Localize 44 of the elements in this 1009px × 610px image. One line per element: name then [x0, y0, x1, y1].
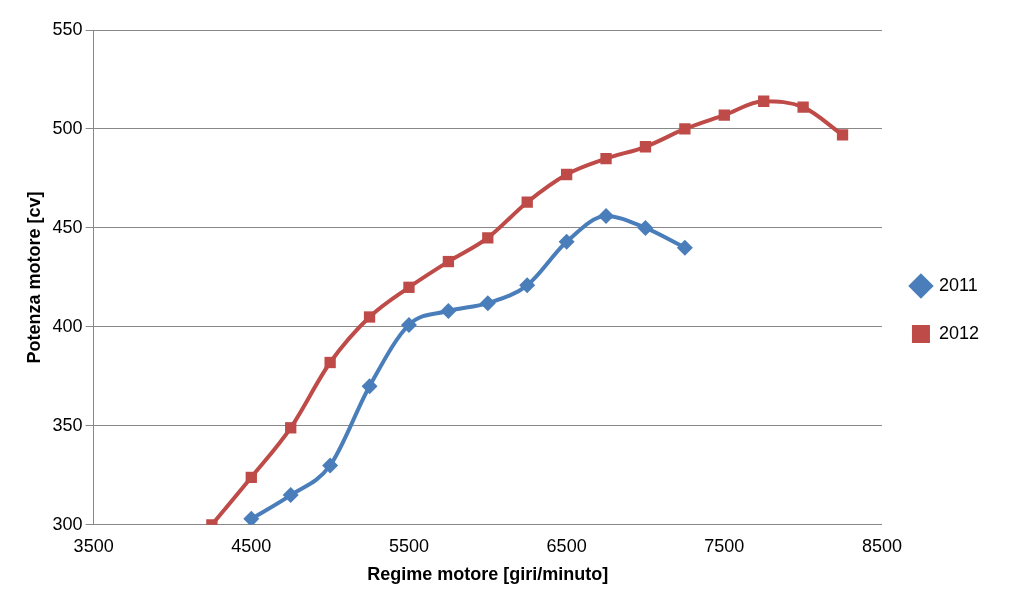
point: [600, 152, 612, 165]
point: [403, 281, 415, 293]
legend-label: 2011: [938, 274, 978, 295]
x-tick-label: 8500: [861, 535, 902, 556]
x-tick-label: 7500: [704, 535, 745, 556]
point: [560, 168, 573, 181]
y-tick-label: 550: [52, 18, 83, 39]
point: [400, 316, 417, 333]
point: [243, 510, 260, 525]
point: [637, 219, 654, 236]
point: [797, 101, 809, 113]
y-tick-label: 350: [52, 414, 83, 435]
point: [282, 487, 299, 504]
point: [285, 422, 297, 434]
x-tick-label: 5500: [388, 535, 429, 556]
legend-label: 2012: [938, 322, 979, 343]
point: [442, 255, 455, 268]
point: [519, 277, 536, 294]
y-axis-title: Potenza motore [cv]: [23, 191, 44, 364]
point: [245, 471, 257, 483]
point: [521, 196, 533, 208]
x-axis-title: Regime motore [giri/minuto]: [367, 564, 609, 585]
x-tick-label: 6500: [546, 535, 587, 556]
point: [718, 109, 730, 121]
point: [679, 123, 691, 135]
point: [482, 232, 494, 244]
point: [363, 311, 376, 323]
y-tick-label: 450: [52, 216, 83, 237]
x-tick-label: 3500: [73, 535, 114, 556]
point: [361, 378, 378, 395]
point: [324, 356, 336, 369]
x-tick-label: 4500: [231, 535, 272, 556]
point: [479, 295, 496, 312]
y-tick-label: 500: [52, 117, 83, 138]
point: [836, 129, 849, 141]
point: [758, 95, 770, 107]
y-tick-label: 300: [52, 513, 83, 534]
point: [440, 303, 457, 320]
y-tick-label: 400: [52, 315, 83, 336]
point: [558, 233, 575, 250]
point: [598, 208, 615, 225]
point: [676, 239, 693, 256]
point: [639, 141, 652, 153]
point: [322, 457, 339, 474]
